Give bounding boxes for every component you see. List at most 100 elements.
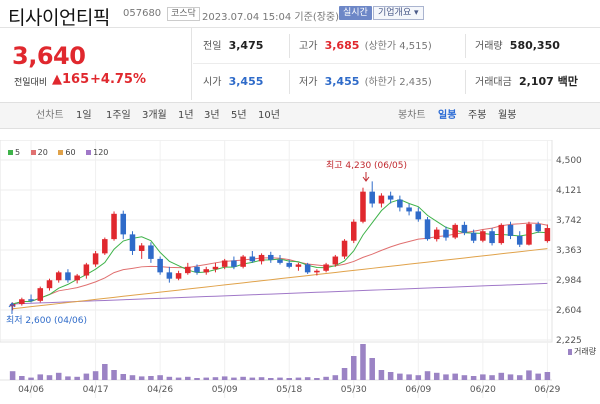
volume-bar: [166, 376, 173, 380]
low-cell: 저가 3,455 (하한가 2,435): [299, 64, 432, 100]
candle-body: [443, 229, 449, 238]
volume-bar: [28, 377, 34, 380]
candle-body: [37, 288, 44, 301]
x-tick-label: 04/06: [18, 385, 44, 395]
volume-legend-label: 거래량: [574, 347, 597, 356]
divider: [465, 34, 466, 58]
prev-close-label: 전일: [203, 41, 222, 52]
candle-body: [369, 191, 375, 204]
volume-bar: [516, 375, 523, 380]
candlestick-chart[interactable]: 4,500 4,121 3,742 3,363 2,984 2,604 2,225 04/06…: [0, 140, 600, 404]
volume-bar: [9, 371, 16, 380]
candle-body: [378, 195, 385, 204]
candle-body: [258, 254, 265, 262]
candle-body: [157, 258, 163, 273]
x-tick-label: 05/30: [341, 385, 367, 395]
volume-bar: [526, 370, 532, 380]
volume-label: 거래량: [475, 41, 503, 52]
candle-body: [65, 272, 71, 281]
volume-bar: [194, 378, 200, 380]
high-label: 고가: [299, 41, 318, 52]
prev-close-cell: 전일 3,475: [203, 28, 263, 64]
volume-bar: [19, 376, 25, 380]
timestamp: 2023.07.04 15:04 기준(장중): [202, 12, 340, 23]
volume-bar: [341, 368, 348, 380]
volume-bar: [387, 372, 394, 380]
prev-close-value: 3,475: [228, 39, 264, 52]
candle-body: [221, 260, 228, 267]
candle-body: [433, 229, 440, 240]
candle-body: [304, 264, 311, 273]
candle-body: [461, 224, 468, 233]
open-value: 3,455: [228, 75, 264, 88]
volume-bar: [185, 376, 191, 380]
period-1w[interactable]: 1주일: [106, 110, 131, 121]
amount-label: 거래대금: [475, 77, 512, 88]
open-cell: 시가 3,455: [203, 64, 263, 100]
candle-body: [480, 231, 486, 241]
volume-bar: [452, 373, 458, 380]
period-weekly[interactable]: 주봉: [468, 110, 487, 121]
open-label: 시가: [203, 77, 222, 88]
candle-body: [9, 304, 16, 307]
ma120-line: [12, 282, 548, 305]
period-1y[interactable]: 1년: [178, 110, 194, 121]
volume-bar: [74, 376, 80, 380]
candle-body: [415, 211, 422, 220]
candle-body: [111, 213, 117, 240]
candle-body: [175, 273, 182, 279]
candle-body: [350, 221, 357, 241]
candle-body: [314, 270, 320, 273]
volume-bar: [83, 373, 90, 380]
legend-label: 20: [37, 148, 48, 157]
legend-label: 120: [93, 148, 109, 157]
legend-swatch: [8, 149, 13, 155]
quote-row-1: 전일 3,475 고가 3,685 (상한가 4,515) 거래량 580,35…: [193, 28, 600, 64]
price-change: ▲165: [52, 72, 90, 87]
volume-swatch: [568, 348, 572, 355]
candle-body: [46, 280, 53, 289]
current-price: 3,640: [12, 42, 86, 70]
candle-body: [516, 235, 523, 245]
candle-body: [194, 266, 200, 273]
period-5y[interactable]: 5년: [231, 110, 247, 121]
candle-body: [212, 266, 219, 270]
volume-bar: [397, 373, 403, 380]
candle-body: [332, 256, 339, 265]
legend-swatch: [58, 149, 64, 155]
market-badge: 코스닥: [167, 7, 200, 21]
ma60-line: [12, 248, 548, 310]
x-tick-label: 05/09: [212, 385, 238, 395]
quote-row-2: 시가 3,455 저가 3,455 (하한가 2,435) 거래대금 2,107…: [193, 64, 600, 100]
period-3y[interactable]: 3년: [204, 110, 220, 121]
amount-value: 2,107 백만: [519, 75, 578, 88]
price-change-percent: +4.75%: [90, 72, 146, 87]
period-monthly[interactable]: 월봉: [498, 110, 517, 121]
candle-body: [55, 272, 62, 281]
period-10y[interactable]: 10년: [258, 110, 280, 121]
volume-bar: [415, 375, 422, 380]
volume-bar: [489, 375, 495, 380]
period-3m[interactable]: 3개월: [142, 110, 167, 121]
realtime-button[interactable]: 실시간: [339, 6, 372, 20]
period-1d[interactable]: 1일: [76, 110, 92, 121]
y-tick-label: 2,984: [556, 276, 582, 286]
amount-cell: 거래대금 2,107 백만: [475, 64, 578, 100]
legend-label: 5: [15, 148, 21, 157]
volume-bar: [544, 372, 551, 380]
period-daily[interactable]: 일봉: [438, 110, 457, 121]
legend-swatch: [30, 149, 36, 155]
volume-bar: [46, 375, 53, 380]
volume-bar: [332, 375, 339, 380]
volume-bar: [203, 377, 210, 380]
volume-bar: [65, 376, 71, 380]
volume-bar: [470, 376, 477, 380]
volume-cell: 거래량 580,350: [475, 28, 560, 64]
x-tick-label: 05/18: [276, 385, 302, 395]
company-overview-dropdown[interactable]: 기업개요 ▾: [373, 6, 424, 20]
volume-bar: [507, 374, 514, 380]
y-tick-label: 3,363: [556, 246, 582, 256]
x-tick-label: 04/26: [147, 385, 173, 395]
candle-body: [452, 224, 458, 238]
divider: [289, 34, 290, 58]
